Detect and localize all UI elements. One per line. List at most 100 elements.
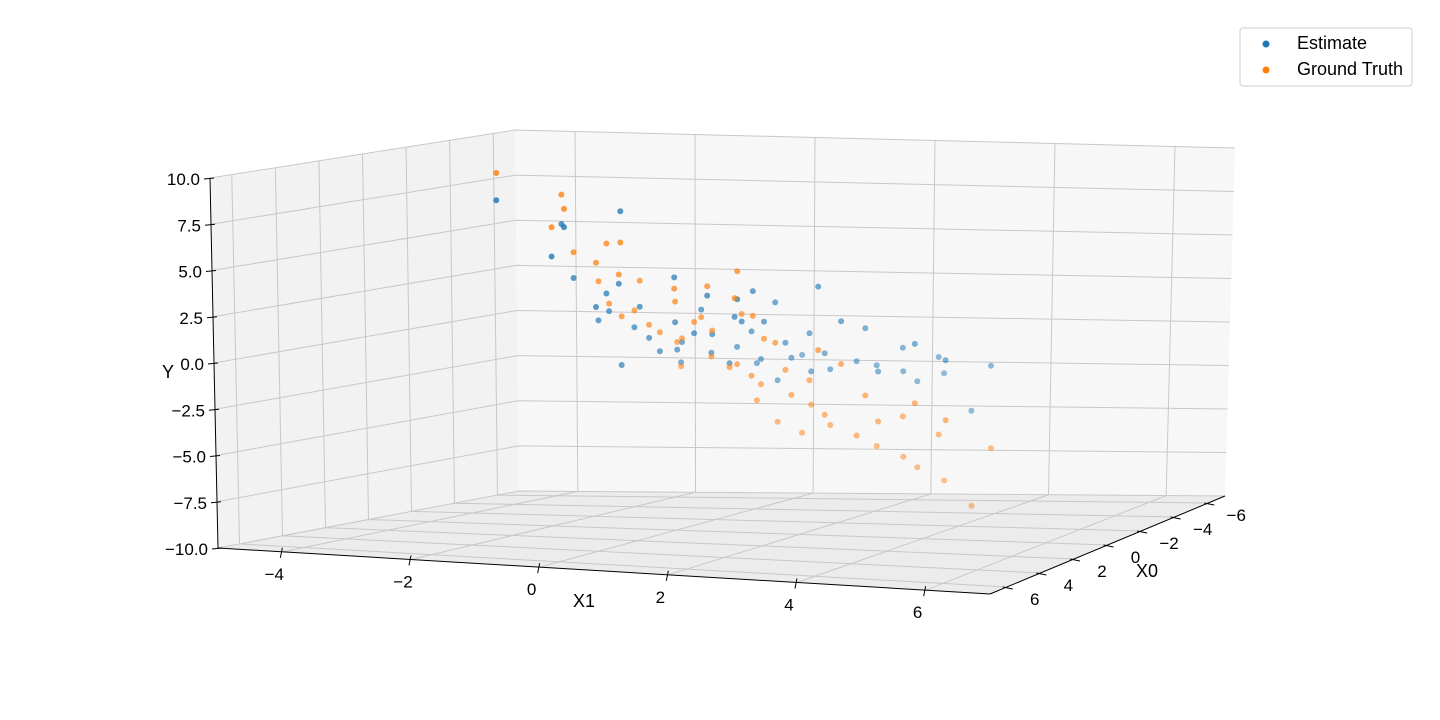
x0-tick-mark [1036, 572, 1047, 576]
data-point [911, 340, 918, 347]
grid-line-x1 [410, 134, 697, 560]
x1-tick-label: −2 [393, 573, 412, 592]
data-point [827, 422, 834, 428]
data-point [988, 445, 994, 452]
data-point [646, 334, 653, 341]
x1-tick-label: 4 [784, 596, 793, 615]
data-point [570, 275, 577, 281]
data-point [734, 361, 741, 368]
x1-tick-mark [537, 563, 541, 574]
x0-tick-label: −6 [1227, 506, 1246, 525]
data-point [678, 363, 685, 370]
grid-line-z [213, 309, 1231, 364]
data-point [636, 277, 643, 284]
data-point [646, 321, 653, 328]
data-point [935, 431, 942, 438]
data-point [749, 312, 756, 319]
data-point [941, 370, 948, 377]
data-point [806, 330, 813, 337]
x1-tick-label: 2 [656, 588, 665, 607]
data-point [899, 344, 906, 351]
data-point [815, 347, 822, 354]
data-point [561, 205, 567, 212]
data-point [704, 283, 711, 290]
data-point [772, 339, 779, 346]
x1-tick-mark [794, 578, 798, 589]
x0-axis-label: X0 [1136, 561, 1158, 581]
z-tick-mark [203, 177, 215, 180]
y-axis-label: Y [162, 362, 174, 382]
legend-marker-ground-truth [1262, 66, 1270, 74]
z-tick-mark [204, 223, 216, 226]
data-point [853, 432, 860, 439]
data-point [679, 335, 685, 342]
data-point [704, 292, 711, 299]
grid-line-x0 [405, 147, 1142, 532]
x1-tick-mark [279, 547, 283, 558]
grid-line-x0 [231, 174, 1007, 588]
z-tick-label: 2.5 [179, 309, 203, 328]
grid-line-x1 [668, 140, 936, 576]
grid-line-z [212, 264, 1232, 318]
data-point [821, 350, 828, 357]
grid-line-z [216, 445, 1227, 503]
grid-line-z [211, 219, 1233, 271]
data-point [914, 464, 921, 471]
grid-line-x1 [925, 146, 1176, 591]
x1-tick-mark [665, 570, 669, 581]
legend: Estimate Ground Truth [1239, 27, 1413, 87]
data-point [753, 360, 760, 367]
x0-axis-line [989, 495, 1226, 595]
data-point [674, 346, 681, 353]
x1-axis-line [217, 547, 991, 595]
series-ground-truth [493, 170, 994, 509]
z-tick-mark [207, 362, 219, 365]
data-point [615, 280, 622, 287]
legend-marker-estimate [1262, 40, 1270, 48]
data-point [606, 308, 613, 315]
grid-line-x0 [318, 160, 1074, 560]
data-point [853, 358, 860, 365]
grid-line-z [209, 129, 1236, 179]
legend-label-estimate: Estimate [1297, 33, 1367, 53]
data-point [493, 170, 500, 176]
data-point [774, 418, 781, 425]
data-point [911, 400, 918, 407]
x0-tick-label: 6 [1030, 590, 1039, 609]
z-tick-label: −10.0 [165, 540, 208, 559]
data-point [708, 353, 715, 360]
data-point [774, 377, 781, 384]
grid-line-z [217, 490, 1226, 549]
x0-tick-mark [1069, 558, 1081, 562]
data-point [788, 391, 795, 398]
x1-tick-mark [923, 586, 927, 597]
data-point [862, 325, 869, 332]
tick-labels: −10.0 −7.5 −5.0 −2.5 0.0 2.5 5.0 7.5 10.0 −4 −2 0 2 4… [165, 170, 1246, 622]
data-points [493, 170, 994, 509]
z-tick-label: −7.5 [173, 494, 207, 513]
z-tick-mark [205, 270, 217, 272]
data-point [595, 317, 602, 324]
z-tick-label: 10.0 [167, 170, 200, 189]
z-tick-label: −2.5 [171, 401, 205, 420]
x1-tick-label: 0 [527, 580, 536, 599]
data-point [558, 191, 565, 198]
data-point [968, 407, 975, 414]
data-point [493, 197, 500, 204]
data-point [838, 318, 845, 325]
grid-line-z [214, 355, 1229, 410]
x1-tick-mark [408, 555, 412, 566]
x0-tick-label: 4 [1064, 576, 1073, 595]
data-point [671, 274, 678, 281]
floor-pane [218, 491, 1225, 594]
data-point [656, 348, 663, 355]
data-point [875, 418, 882, 425]
data-point [942, 357, 949, 364]
data-point [734, 268, 741, 275]
data-point [808, 401, 815, 408]
data-point [656, 329, 663, 336]
data-point [698, 314, 705, 321]
data-point [631, 324, 638, 331]
data-point [862, 392, 869, 399]
